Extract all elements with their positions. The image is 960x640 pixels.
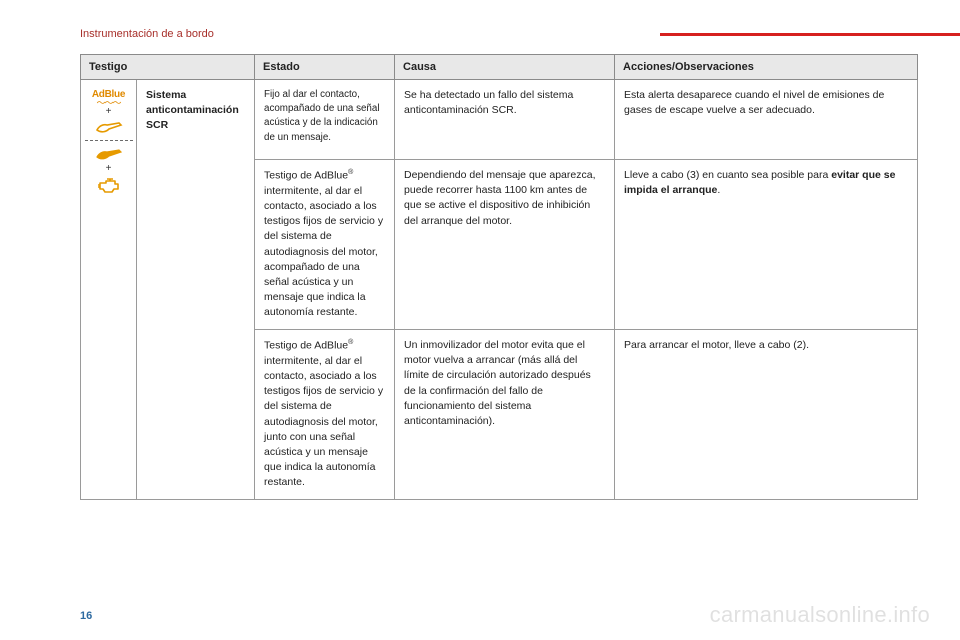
- page-container: Instrumentación de a bordo Testigo Estad…: [0, 0, 960, 640]
- wrench-icon: [94, 119, 124, 135]
- icon-cell: AdBlue ～～～ + +: [81, 80, 137, 500]
- wrench-icon: [94, 146, 124, 162]
- warning-table: Testigo Estado Causa Acciones/Observacio…: [80, 54, 918, 500]
- estado-cell: Fijo al dar el contacto, acompañado de u…: [255, 80, 395, 160]
- engine-icon: [96, 176, 122, 196]
- plus-icon: +: [106, 107, 112, 117]
- red-accent-bar: [660, 33, 960, 36]
- acciones-cell: Esta alerta desaparece cuando el nivel d…: [615, 80, 918, 160]
- acciones-cell: Lleve a cabo (3) en cuanto sea posible p…: [615, 160, 918, 330]
- icon-stack-top: AdBlue ～～～ +: [85, 88, 132, 135]
- estado-cell: Testigo de AdBlue® intermitente, al dar …: [255, 330, 395, 500]
- acciones-cell: Para arrancar el motor, lleve a cabo (2)…: [615, 330, 918, 500]
- registered-mark: ®: [348, 169, 353, 176]
- adblue-icon: AdBlue ～～～: [92, 88, 125, 105]
- header-acciones: Acciones/Observaciones: [615, 55, 918, 80]
- watermark: carmanualsonline.info: [710, 602, 930, 628]
- header-testigo: Testigo: [81, 55, 255, 80]
- table-row: AdBlue ～～～ + +: [81, 80, 918, 160]
- header-causa: Causa: [395, 55, 615, 80]
- plus-icon: +: [106, 164, 112, 174]
- table-header-row: Testigo Estado Causa Acciones/Observacio…: [81, 55, 918, 80]
- causa-cell: Un inmovilizador del motor evita que el …: [395, 330, 615, 500]
- dashed-separator: [85, 140, 133, 141]
- causa-cell: Se ha detectado un fallo del sistema ant…: [395, 80, 615, 160]
- estado-cell: Testigo de AdBlue® intermitente, al dar …: [255, 160, 395, 330]
- page-number: 16: [80, 610, 92, 622]
- header-estado: Estado: [255, 55, 395, 80]
- sistema-label: Sistema anticontaminación SCR: [146, 89, 239, 131]
- causa-cell: Dependiendo del mensaje que aparezca, pu…: [395, 160, 615, 330]
- registered-mark: ®: [348, 339, 353, 346]
- icon-stack-bottom: +: [85, 146, 132, 196]
- sistema-cell: Sistema anticontaminación SCR: [137, 80, 255, 500]
